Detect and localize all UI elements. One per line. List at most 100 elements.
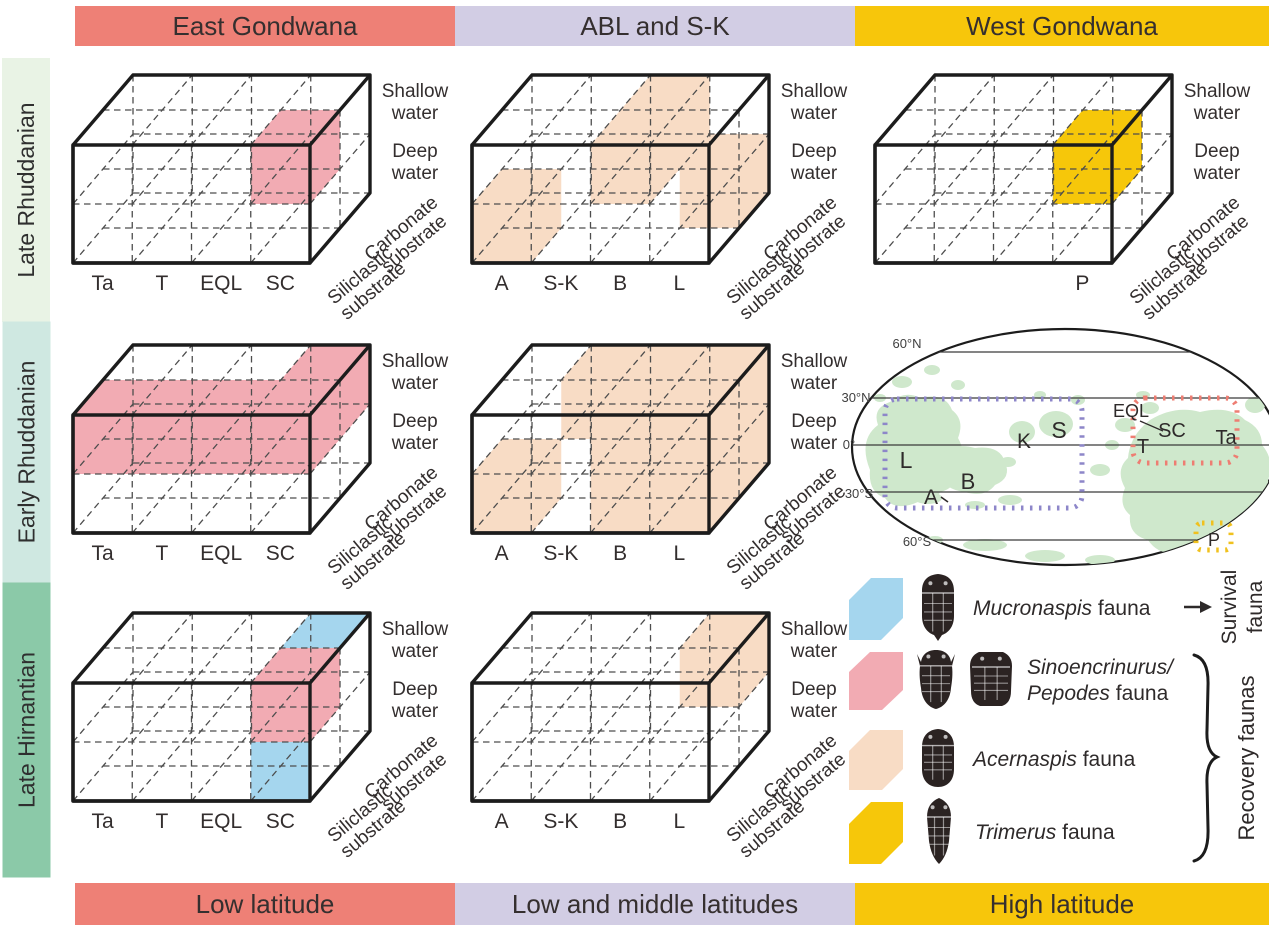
latitude-label: 0° xyxy=(843,437,855,452)
latitude-label: 60°S xyxy=(903,534,932,549)
highlight-cell-p-shallow xyxy=(1052,110,1142,204)
recovery-faunas-label: Recovery faunas xyxy=(1234,675,1259,841)
column-label-s-k: S-K xyxy=(543,272,578,295)
cuboid-outline xyxy=(71,343,372,535)
map-region-label-eql: EQL xyxy=(1113,401,1149,421)
map-region-label-p: P xyxy=(1208,530,1220,550)
trilobite-icon-acernaspis xyxy=(919,727,957,794)
header-label: East Gondwana xyxy=(172,10,358,41)
column-label-t: T xyxy=(155,272,168,295)
grid-lines xyxy=(73,75,370,263)
column-label-sc: SC xyxy=(266,272,295,295)
latitude-label: 30°N xyxy=(841,390,870,405)
grid-lines xyxy=(472,75,769,263)
legend-label-sinoencrinurus-pepodes: Sinoencrinurus/ Pepodes fauna xyxy=(1027,656,1173,705)
column-label-t: T xyxy=(155,542,168,565)
shallow-water-label: Shallow water xyxy=(1184,81,1251,124)
legend-label-mucronaspis: Mucronaspis fauna xyxy=(973,597,1151,620)
legend-label-acernaspis: Acernaspis fauna xyxy=(973,748,1136,771)
trilobite-icon-sinoencrinurus xyxy=(917,646,955,717)
footer-label: Low latitude xyxy=(195,888,335,919)
survival-fauna-label: Survival fauna xyxy=(1218,569,1267,645)
legend-label-trimerus: Trimerus fauna xyxy=(975,821,1115,844)
column-label-b: B xyxy=(613,272,627,295)
footer-low-latitude: Low latitude xyxy=(75,883,455,925)
column-label-l: L xyxy=(674,810,686,833)
swatch-sinoencrinurus-pepodes-fauna xyxy=(849,652,903,710)
cuboid-outline xyxy=(71,611,372,803)
header-abl-sk: ABL and S-K xyxy=(455,6,855,46)
shallow-water-label: Shallow water xyxy=(781,81,848,124)
map-region-label-a: A xyxy=(924,486,938,509)
highlight-cell-l-deep xyxy=(679,134,769,228)
legend-row-mucronaspis: Mucronaspis fauna xyxy=(849,572,1151,647)
eql-pointer-line xyxy=(1139,420,1164,432)
grid-lines xyxy=(472,613,769,801)
column-label-t: T xyxy=(155,810,168,833)
cuboid-outline xyxy=(873,73,1174,265)
shallow-water-label: Shallow water xyxy=(781,351,848,394)
column-label-b: B xyxy=(613,542,627,565)
header-west-gondwana: West Gondwana xyxy=(855,6,1269,46)
deep-water-label: Deep water xyxy=(391,411,439,454)
column-label-s-k: S-K xyxy=(543,542,578,565)
column-label-l: L xyxy=(674,272,686,295)
column-label-ta: Ta xyxy=(92,272,115,295)
map-region-label-b: B xyxy=(961,469,976,494)
highlight-cell-a-deep xyxy=(472,439,562,533)
cuboid-outline xyxy=(470,73,771,265)
footer-high-latitude: High latitude xyxy=(855,883,1269,925)
swatch-acernaspis-fauna xyxy=(849,730,903,790)
column-label-l: L xyxy=(674,542,686,565)
swatch-mucronaspis-fauna xyxy=(849,578,903,640)
column-label-sc: SC xyxy=(266,542,295,565)
map-east-gondwana-group xyxy=(1130,395,1240,466)
a-pointer-line xyxy=(940,496,949,503)
shallow-water-label: Shallow water xyxy=(382,81,449,124)
footer-label: High latitude xyxy=(989,888,1135,919)
column-label-eql: EQL xyxy=(200,810,242,833)
column-label-a: A xyxy=(495,810,509,833)
shallow-water-label: Shallow water xyxy=(382,619,449,662)
shallow-water-label: Shallow water xyxy=(781,619,848,662)
column-label-ta: Ta xyxy=(92,810,115,833)
column-label-a: A xyxy=(495,542,509,565)
trilobite-icon-mucronaspis xyxy=(919,572,957,647)
deep-water-label: Deep water xyxy=(790,411,838,454)
column-label-p: P xyxy=(1075,272,1089,295)
column-label-sc: SC xyxy=(266,810,295,833)
map-region-label-ta: Ta xyxy=(1215,427,1237,449)
highlight-cell-a-deep xyxy=(472,169,562,263)
column-label-eql: EQL xyxy=(200,272,242,295)
map-region-label-s: S xyxy=(1051,417,1066,443)
header-label: ABL and S-K xyxy=(580,10,730,41)
map-abl-sk-group xyxy=(882,396,1085,511)
legend-row-sinoencrinurus-pepodes: Sinoencrinurus/ Pepodes fauna xyxy=(849,646,1173,716)
cuboid-outline xyxy=(470,611,771,803)
grid-lines xyxy=(875,75,1172,263)
header-label: West Gondwana xyxy=(966,10,1158,41)
cuboid-outline xyxy=(470,343,771,535)
map-region-label-sc: SC xyxy=(1158,420,1186,442)
paleogeographic-map: 60°N 30°N 0° 30°S 60°S L BA K S EQL SC T Ta P xyxy=(841,327,1269,567)
grid-lines xyxy=(73,345,370,533)
footer-low-middle-latitude: Low and middle latitudes xyxy=(455,883,855,925)
deep-water-label: Deep water xyxy=(790,679,838,722)
grid-lines xyxy=(73,613,370,801)
map-region-label-l: L xyxy=(900,447,913,473)
survival-arrow-head xyxy=(1200,601,1212,613)
grid-lines xyxy=(472,345,769,533)
legend-row-trimerus: Trimerus fauna xyxy=(849,797,1115,868)
shallow-water-label: Shallow water xyxy=(382,351,449,394)
latitude-label: 60°N xyxy=(892,336,921,351)
column-label-ta: Ta xyxy=(92,542,115,565)
column-label-b: B xyxy=(613,810,627,833)
footer-label: Low and middle latitudes xyxy=(511,888,799,919)
